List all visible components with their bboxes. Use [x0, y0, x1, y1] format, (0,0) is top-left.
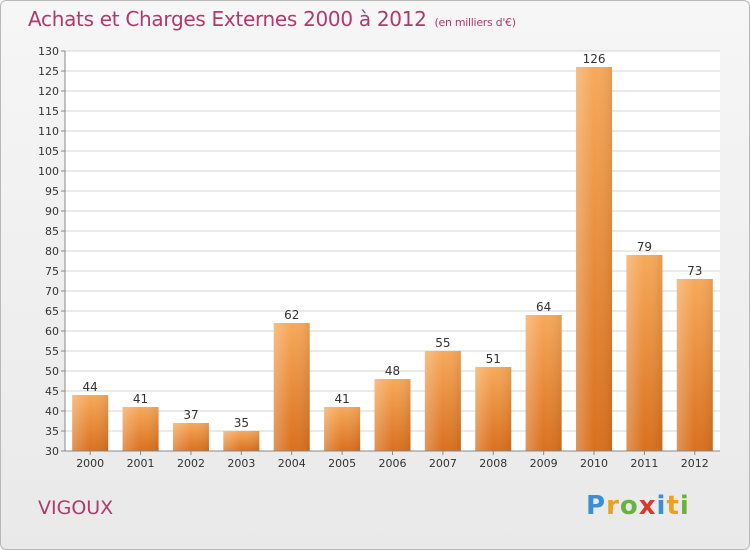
logo-letter: i	[679, 491, 690, 521]
x-tick-label: 2004	[278, 457, 306, 470]
y-tick-label: 75	[45, 265, 59, 278]
bar-value-label: 64	[536, 300, 551, 314]
y-tick-label: 70	[45, 285, 59, 298]
y-tick-label: 100	[38, 165, 59, 178]
bar-shine	[374, 379, 411, 451]
logo-letter: o	[619, 491, 639, 521]
bar-shine	[223, 431, 260, 451]
x-tick-label: 2003	[227, 457, 255, 470]
y-tick-label: 105	[38, 145, 59, 158]
bar-shine	[72, 395, 109, 451]
bar-shine	[576, 67, 613, 451]
chart-title: Achats et Charges Externes 2000 à 2012 (e…	[28, 7, 516, 31]
y-tick-label: 65	[45, 305, 59, 318]
y-tick-label: 120	[38, 85, 59, 98]
logo-letter: P	[586, 491, 607, 521]
bar-shine	[122, 407, 159, 451]
bar-shine	[525, 315, 562, 451]
bar-shine	[676, 279, 713, 451]
y-axis-ticks: 30 35 40 45 50 55 60 65 70 75 80 85 90 95 100 105 110 115…	[38, 45, 65, 458]
bar-value-label: 35	[234, 416, 249, 430]
chart-title-text: Achats et Charges Externes 2000 à 2012	[28, 7, 427, 31]
bar-shine	[172, 423, 209, 451]
proxiti-logo[interactable]: Proxiti	[586, 491, 690, 521]
y-tick-label: 80	[45, 245, 59, 258]
y-tick-label: 115	[38, 105, 59, 118]
x-tick-label: 2008	[479, 457, 507, 470]
y-tick-label: 55	[45, 345, 59, 358]
logo-letter: x	[638, 491, 657, 521]
logo-letter: r	[606, 491, 620, 521]
bar-shine	[626, 255, 663, 451]
bar-value-label: 79	[637, 240, 652, 254]
y-tick-label: 90	[45, 205, 59, 218]
commune-name: VIGOUX	[38, 497, 114, 519]
bar-value-label: 44	[83, 380, 98, 394]
bar-value-label: 126	[583, 52, 606, 66]
y-tick-label: 125	[38, 65, 59, 78]
y-tick-label: 35	[45, 425, 59, 438]
bar-value-label: 51	[486, 352, 501, 366]
bar-value-label: 62	[284, 308, 299, 322]
x-tick-label: 2000	[76, 457, 104, 470]
x-tick-label: 2007	[429, 457, 457, 470]
bar-shine	[475, 367, 512, 451]
x-axis-ticks: 2000 2001 2002 2003 2004 2005 2006 2007 2008 2009…	[76, 451, 709, 470]
y-tick-label: 30	[45, 445, 59, 458]
x-tick-label: 2012	[681, 457, 709, 470]
bar-shine	[324, 407, 361, 451]
bars: 44 41 37 35 62 41 48 55 51 64 126 79 73	[72, 52, 713, 451]
x-tick-label: 2002	[177, 457, 205, 470]
bar-shine	[424, 351, 461, 451]
chart-unit: (en milliers d'€)	[434, 16, 516, 29]
x-tick-label: 2006	[379, 457, 407, 470]
bar-value-label: 55	[435, 336, 450, 350]
bar-value-label: 41	[334, 392, 349, 406]
logo-letter: i	[656, 491, 667, 521]
bar-value-label: 37	[183, 408, 198, 422]
y-tick-label: 60	[45, 325, 59, 338]
bar-value-label: 48	[385, 364, 400, 378]
y-tick-label: 40	[45, 405, 59, 418]
y-tick-label: 85	[45, 225, 59, 238]
x-tick-label: 2011	[630, 457, 658, 470]
bar-value-label: 41	[133, 392, 148, 406]
y-tick-label: 50	[45, 365, 59, 378]
bar-shine	[273, 323, 310, 451]
y-tick-label: 110	[38, 125, 59, 138]
y-tick-label: 95	[45, 185, 59, 198]
x-tick-label: 2001	[127, 457, 155, 470]
y-tick-label: 45	[45, 385, 59, 398]
x-tick-label: 2009	[530, 457, 558, 470]
logo-letter: t	[666, 491, 680, 521]
y-tick-label: 130	[38, 45, 59, 58]
x-tick-label: 2010	[580, 457, 608, 470]
bar-value-label: 73	[687, 264, 702, 278]
x-tick-label: 2005	[328, 457, 356, 470]
